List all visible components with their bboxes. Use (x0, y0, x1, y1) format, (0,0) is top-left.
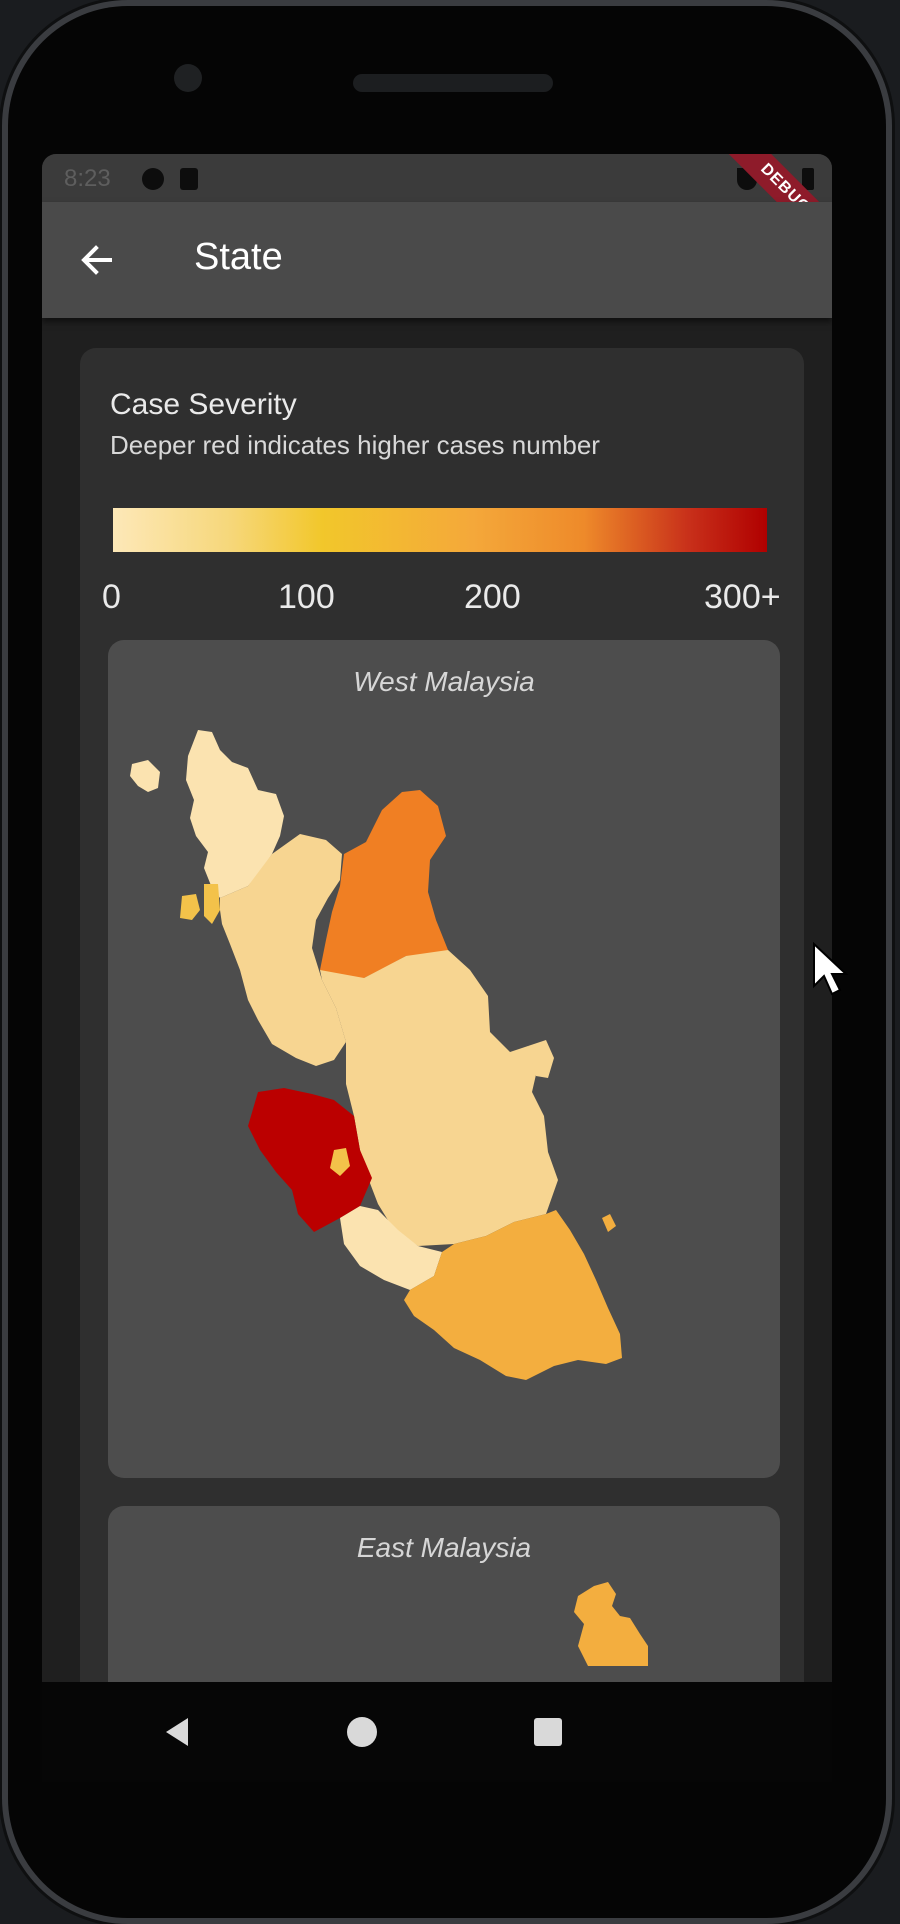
region-penang[interactable] (204, 884, 220, 924)
legend-tick-300: 300+ (704, 578, 781, 616)
page-title: State (194, 236, 283, 278)
region-kuala-lumpur[interactable] (330, 1148, 350, 1176)
west-malaysia-card: West Malaysia (108, 640, 780, 1478)
region-kelantan[interactable] (320, 790, 448, 982)
east-malaysia-title: East Malaysia (356, 1532, 532, 1563)
region-penang-island[interactable] (180, 894, 200, 920)
status-data-icon (142, 168, 164, 190)
status-time: 8:23 (64, 165, 111, 192)
square-recents-icon[interactable] (528, 1712, 568, 1752)
region-perlis[interactable] (130, 760, 160, 792)
region-kedah[interactable] (186, 730, 284, 898)
earpiece-speaker (353, 74, 553, 92)
severity-subtitle: Deeper red indicates higher cases number (110, 430, 600, 460)
region-johor[interactable] (404, 1210, 622, 1380)
region-pahang[interactable] (320, 950, 558, 1246)
arrow-left-icon (81, 245, 112, 275)
legend-tick-200: 200 (464, 578, 521, 616)
triangle-back-icon[interactable] (158, 1712, 198, 1752)
legend-tick-0: 0 (102, 578, 121, 616)
front-camera (174, 64, 202, 92)
system-nav-bar (42, 1682, 832, 1782)
legend-tick-100: 100 (278, 578, 335, 616)
east-malaysia-card: East Malaysia (108, 1506, 780, 1682)
device-screen: 8:23 DEBUG State Case Severity Deeper re… (42, 154, 832, 1682)
circle-home-icon[interactable] (342, 1712, 382, 1752)
back-button[interactable] (72, 236, 120, 284)
severity-gradient-bar (113, 508, 767, 552)
severity-title: Case Severity (110, 388, 297, 421)
sim-card-icon (180, 168, 198, 190)
region-perak[interactable] (220, 834, 346, 1066)
region-selangor[interactable] (248, 1088, 372, 1232)
region-terengganu-coast[interactable] (528, 1040, 554, 1078)
east-malaysia-map (574, 1582, 648, 1666)
west-malaysia-map (130, 730, 622, 1380)
battery-icon (802, 168, 814, 190)
region-sabah[interactable] (574, 1582, 648, 1666)
region-negeri-sembilan[interactable] (340, 1206, 442, 1290)
status-bar: 8:23 DEBUG (42, 154, 832, 260)
west-malaysia-title: West Malaysia (353, 666, 535, 697)
scroll-content[interactable]: Case Severity Deeper red indicates highe… (42, 318, 832, 1682)
region-johor-island[interactable] (602, 1214, 616, 1232)
mouse-cursor-icon (813, 942, 849, 996)
app-bar: State (42, 202, 832, 318)
